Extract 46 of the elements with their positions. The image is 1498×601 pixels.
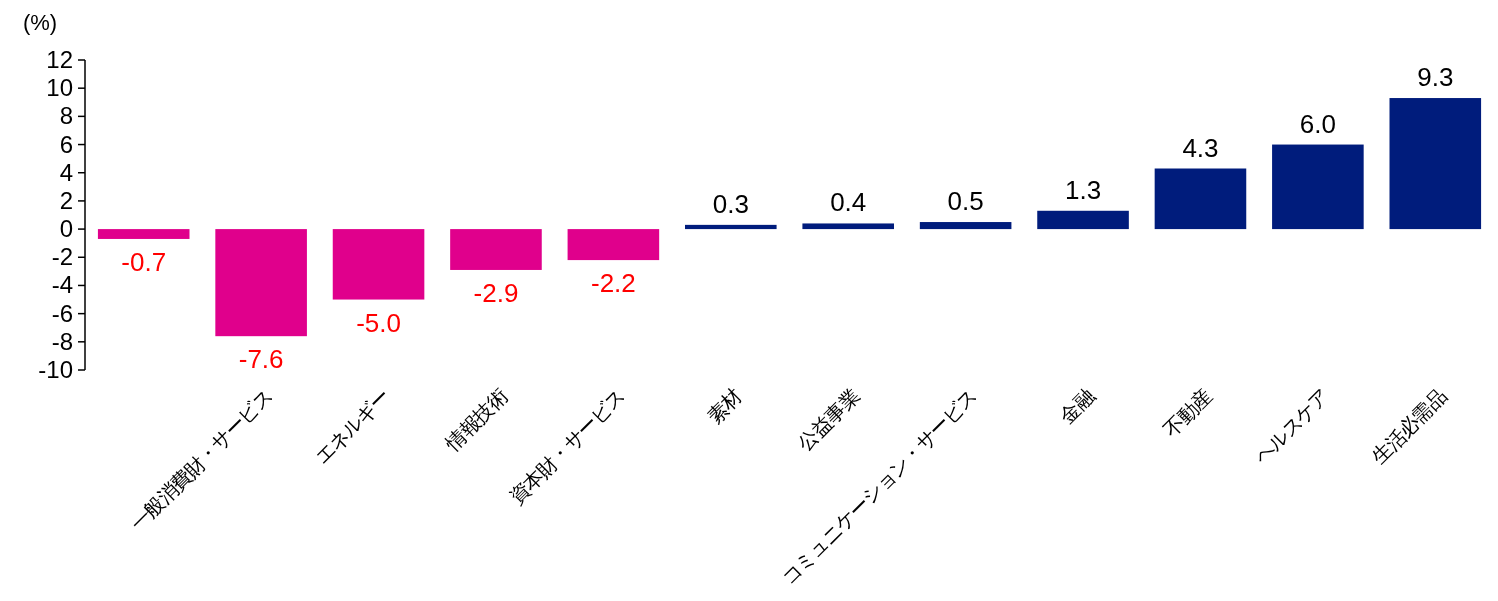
data-label: 0.3 <box>712 188 749 219</box>
data-label: -2.2 <box>590 268 636 299</box>
bar <box>567 229 660 261</box>
x-tick-label: ヘルスケア <box>1249 385 1333 468</box>
x-tick-label: 公益事業 <box>793 384 864 455</box>
y-tick-label: -8 <box>51 327 73 355</box>
y-tick-label: -4 <box>51 271 73 299</box>
y-axis-title: (%) <box>22 10 58 35</box>
data-label: -5.0 <box>356 307 401 338</box>
y-tick-label: 10 <box>46 74 73 102</box>
x-tick-label: 生活必需品 <box>1367 385 1451 468</box>
data-label: -0.7 <box>121 246 167 277</box>
y-tick-label: 12 <box>46 46 73 73</box>
y-tick-label: -6 <box>51 299 73 327</box>
x-tick-label: 素材 <box>703 384 747 428</box>
bar <box>919 222 1012 230</box>
y-tick-label: 8 <box>59 102 73 130</box>
y-tick-label: 6 <box>59 130 73 158</box>
data-label: 4.3 <box>1182 132 1219 163</box>
bar <box>802 223 894 230</box>
x-tick-label: 金融 <box>1055 384 1099 428</box>
x-tick-label: 一般消費財・サービス <box>126 385 276 536</box>
bar <box>97 229 190 239</box>
bar <box>215 229 307 337</box>
data-label: 0.5 <box>947 186 984 217</box>
y-tick-label: 0 <box>59 215 73 243</box>
bar <box>685 224 777 230</box>
data-label: 1.3 <box>1064 174 1102 205</box>
y-tick-label: -10 <box>38 356 73 383</box>
bar <box>450 229 542 270</box>
x-tick-label: 情報技術 <box>440 384 512 456</box>
bar <box>1389 98 1482 230</box>
data-label: 6.0 <box>1299 108 1336 139</box>
y-tick-label: 2 <box>59 186 73 214</box>
x-tick-label: エネルギー <box>310 385 394 468</box>
y-tick-label: 4 <box>59 158 73 186</box>
data-label: 9.3 <box>1417 62 1454 93</box>
data-label: 0.4 <box>830 187 867 218</box>
data-label: -7.6 <box>238 344 284 375</box>
y-tick-label: -2 <box>51 243 73 271</box>
bar <box>1154 168 1247 230</box>
bar <box>1272 144 1364 230</box>
bar <box>332 229 425 300</box>
bar <box>1037 210 1129 230</box>
data-label: -2.9 <box>473 277 519 308</box>
x-tick-label: 不動産 <box>1159 384 1216 442</box>
